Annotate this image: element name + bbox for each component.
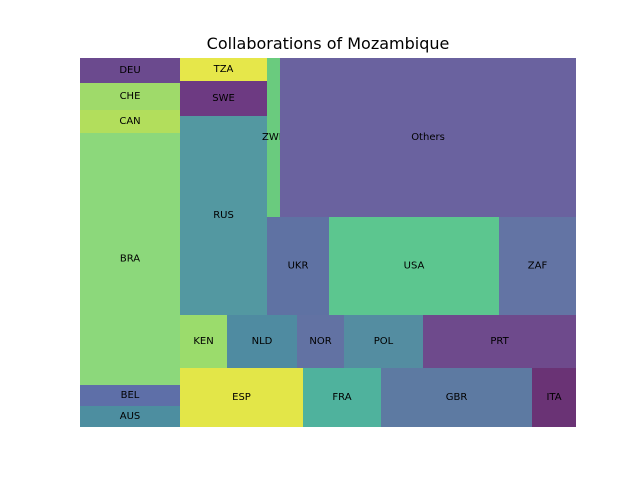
- tile-label-prt: PRT: [490, 336, 509, 347]
- tile-label-tza: TZA: [213, 64, 234, 75]
- chart-title: Collaborations of Mozambique: [207, 34, 450, 53]
- tile-label-ita: ITA: [546, 392, 561, 403]
- treemap-tiles: DEU CHE CAN BRA BEL AUS TZA SWE RUS ZWE Others UKR U…: [80, 58, 576, 427]
- tile-label-others: Others: [411, 132, 445, 143]
- tile-label-che: CHE: [120, 91, 141, 102]
- tile-rus: [180, 116, 267, 315]
- tile-label-pol: POL: [374, 336, 394, 347]
- tile-label-rus: RUS: [213, 210, 234, 221]
- tile-nld: [227, 315, 297, 368]
- tile-label-swe: SWE: [212, 93, 235, 104]
- tile-label-ken: KEN: [193, 336, 213, 347]
- tile-deu: [80, 58, 180, 83]
- tile-gbr: [381, 368, 532, 427]
- tile-aus: [80, 406, 180, 427]
- tile-tza: [180, 58, 267, 81]
- tile-label-gbr: GBR: [446, 392, 468, 403]
- tile-prt: [423, 315, 576, 368]
- tile-ukr: [267, 217, 329, 315]
- tile-bra: [80, 133, 180, 385]
- tile-label-usa: USA: [404, 261, 425, 272]
- tile-label-aus: AUS: [120, 411, 141, 422]
- tile-pol: [344, 315, 423, 368]
- tile-usa: [329, 217, 499, 315]
- tile-fra: [303, 368, 381, 427]
- tile-label-bel: BEL: [121, 390, 140, 401]
- tile-label-zaf: ZAF: [528, 261, 548, 272]
- tile-ita: [532, 368, 576, 427]
- tile-zaf: [499, 217, 576, 315]
- tile-label-can: CAN: [119, 116, 140, 127]
- tile-others: [280, 58, 576, 217]
- tile-label-deu: DEU: [119, 65, 140, 76]
- tile-label-nor: NOR: [309, 336, 331, 347]
- tile-can: [80, 110, 180, 133]
- tile-label-esp: ESP: [232, 392, 251, 403]
- tile-label-zwe: ZWE: [262, 132, 285, 143]
- tile-label-fra: FRA: [332, 392, 351, 403]
- tile-label-ukr: UKR: [288, 261, 309, 272]
- tile-bel: [80, 385, 180, 406]
- tile-che: [80, 83, 180, 110]
- tile-ken: [180, 315, 227, 368]
- tile-esp: [180, 368, 303, 427]
- tile-zwe: [267, 58, 280, 217]
- tile-nor: [297, 315, 344, 368]
- tile-label-nld: NLD: [252, 336, 273, 347]
- tile-swe: [180, 81, 267, 116]
- tile-label-bra: BRA: [120, 254, 140, 265]
